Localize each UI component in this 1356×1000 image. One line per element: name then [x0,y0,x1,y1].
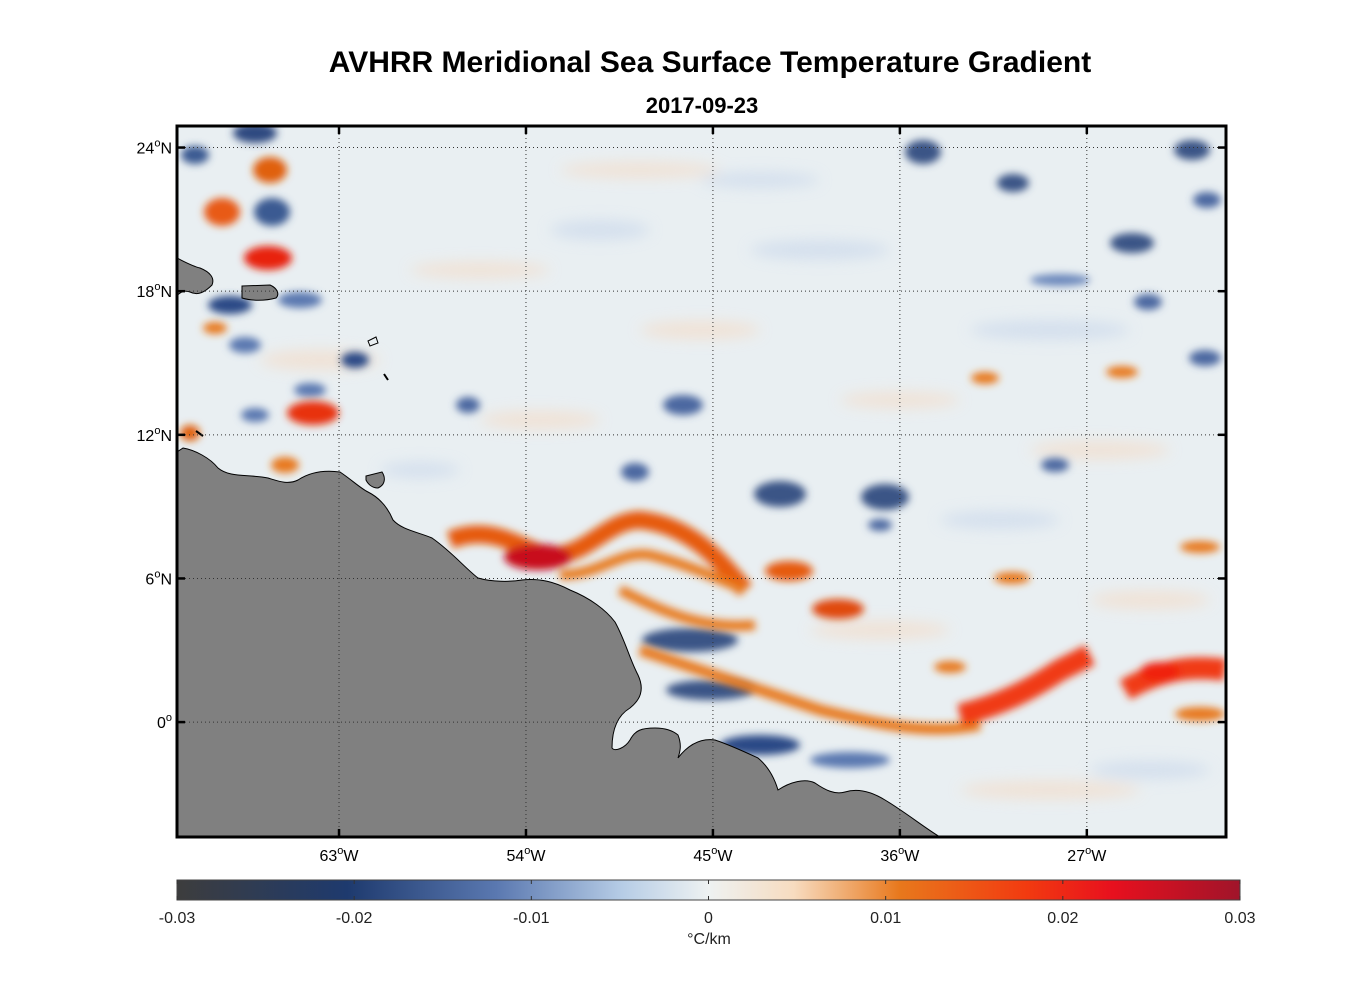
gradient-field [177,126,1226,837]
grid-lines [177,126,1226,837]
colorbar-tick-label: -0.03 [159,910,196,927]
colorbar-ticks: -0.03 -0.02 -0.01 0 0.01 0.02 0.03 [159,880,1256,927]
colorbar [177,880,1240,900]
colorbar-label: °C/km [687,931,731,948]
y-tick-label: 24oN [137,138,172,158]
colorbar-tick-label: 0.01 [870,910,901,927]
colorbar-tick-label: -0.01 [513,910,550,927]
land-masses [177,257,941,837]
colorbar-tick-label: 0.02 [1047,910,1078,927]
y-tick-label: 18oN [137,281,172,301]
x-tick-label: 36oW [880,845,920,865]
x-tick-label: 27oW [1067,845,1107,865]
chart-subtitle: 2017-09-23 [645,93,759,118]
x-tick-label: 63oW [320,845,360,865]
y-tick-label: 6oN [145,568,172,588]
y-tick-label: 0o [157,712,172,732]
y-tick-marks [177,146,1226,724]
colorbar-tick-label: 0 [704,910,713,927]
colorbar-tick-label: 0.03 [1224,910,1255,927]
y-tick-label: 12oN [137,425,172,445]
axes-frame [175,124,1228,839]
x-tick-marks [337,126,1089,837]
chart-title: AVHRR Meridional Sea Surface Temperature… [328,46,1092,79]
colorbar-tick-label: -0.02 [336,910,373,927]
x-tick-label: 54oW [506,845,546,865]
x-tick-label: 45oW [693,845,733,865]
